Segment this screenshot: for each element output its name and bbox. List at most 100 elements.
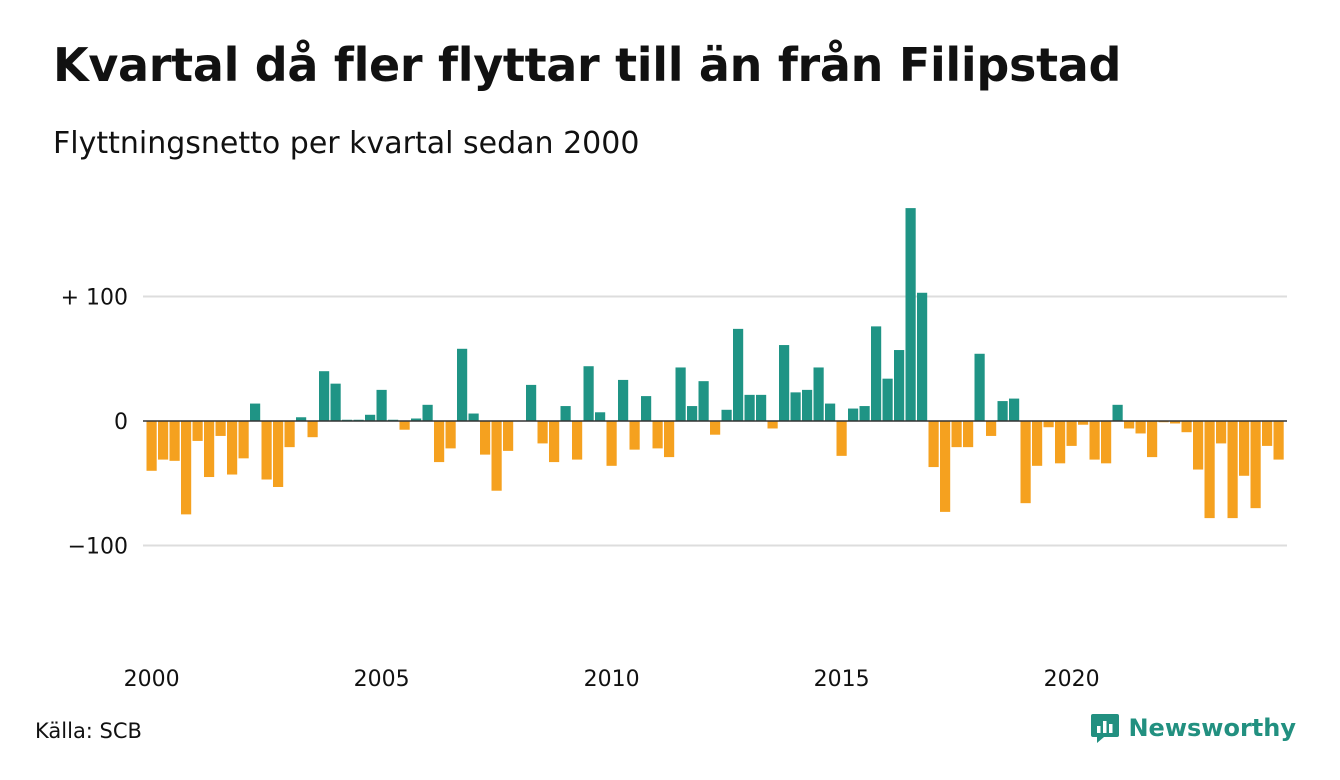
bar xyxy=(836,421,847,456)
bar xyxy=(1239,421,1250,476)
bar xyxy=(675,367,686,421)
bar xyxy=(215,421,226,436)
bar xyxy=(480,421,491,455)
bar xyxy=(1250,421,1261,509)
bar xyxy=(1216,421,1227,444)
x-tick-label: 2005 xyxy=(354,667,410,692)
bar xyxy=(917,292,928,421)
bar xyxy=(606,421,617,466)
bar xyxy=(1112,404,1123,421)
bar xyxy=(422,404,433,421)
bar xyxy=(1066,421,1077,446)
chart-title: Kvartal då fler flyttar till än från Fil… xyxy=(53,38,1122,92)
bar xyxy=(928,421,939,468)
source-note: Källa: SCB xyxy=(35,719,142,743)
y-tick-label: + 100 xyxy=(61,286,128,311)
bar xyxy=(1089,421,1100,460)
bar xyxy=(790,392,801,421)
bar xyxy=(146,421,157,471)
x-tick-label: 2010 xyxy=(584,667,640,692)
bar xyxy=(583,366,594,421)
bar xyxy=(1043,421,1054,428)
bar xyxy=(882,378,893,421)
brand-name: Newsworthy xyxy=(1128,714,1296,742)
bar xyxy=(330,383,341,421)
bar xyxy=(273,421,284,487)
bar xyxy=(169,421,180,461)
bar xyxy=(503,421,514,451)
bar xyxy=(951,421,962,448)
y-tick-label: 0 xyxy=(114,410,128,435)
bar xyxy=(1032,421,1043,466)
bar xyxy=(963,421,974,448)
bar xyxy=(468,413,479,421)
bar xyxy=(1204,421,1215,519)
bar xyxy=(1193,421,1204,470)
bar xyxy=(411,418,422,421)
bar xyxy=(779,345,790,421)
bar xyxy=(641,396,652,421)
x-tick-label: 2015 xyxy=(814,667,870,692)
bar xyxy=(721,409,732,421)
bar xyxy=(1055,421,1066,464)
bar xyxy=(307,421,318,438)
bar xyxy=(652,421,663,449)
bar xyxy=(940,421,951,512)
bar xyxy=(491,421,502,491)
bar xyxy=(1009,398,1020,421)
bar xyxy=(698,381,709,421)
chart-subtitle: Flyttningsnetto per kvartal sedan 2000 xyxy=(53,126,640,161)
bar xyxy=(905,208,916,421)
bar xyxy=(1181,421,1192,433)
bar xyxy=(319,371,330,421)
bar xyxy=(537,421,548,444)
bar xyxy=(1124,421,1135,429)
bar xyxy=(974,353,985,421)
bar xyxy=(687,406,698,421)
bar xyxy=(1078,421,1089,425)
bar xyxy=(813,367,824,421)
bar xyxy=(1227,421,1238,519)
bar xyxy=(767,421,778,429)
bar xyxy=(986,421,997,436)
bar xyxy=(710,421,721,435)
bar xyxy=(1262,421,1273,446)
bar xyxy=(1101,421,1112,464)
bar xyxy=(365,414,376,421)
bar xyxy=(158,421,169,460)
bar xyxy=(1273,421,1284,460)
bar xyxy=(227,421,238,475)
bar xyxy=(238,421,249,459)
bar xyxy=(629,421,640,450)
bar xyxy=(445,421,456,449)
bar xyxy=(549,421,560,463)
bar xyxy=(399,421,410,430)
bar xyxy=(802,389,813,421)
x-tick-label: 2020 xyxy=(1044,667,1100,692)
bar xyxy=(560,406,571,421)
bar xyxy=(457,348,468,421)
bar xyxy=(825,403,836,421)
bar xyxy=(204,421,215,478)
bar xyxy=(1147,421,1158,458)
x-tick-label: 2000 xyxy=(124,667,180,692)
bar xyxy=(871,326,882,421)
bar xyxy=(284,421,295,448)
bar xyxy=(526,384,537,421)
bar xyxy=(1135,421,1146,434)
bar xyxy=(434,421,445,463)
bar xyxy=(848,408,859,421)
bar xyxy=(572,421,583,460)
bar xyxy=(664,421,675,458)
bar xyxy=(733,328,744,421)
bar xyxy=(1020,421,1031,504)
y-tick-label: −100 xyxy=(68,535,128,560)
bar xyxy=(192,421,203,441)
bar xyxy=(376,389,387,421)
bar xyxy=(1170,421,1181,424)
bar xyxy=(250,403,261,421)
bar xyxy=(997,401,1008,421)
bar xyxy=(296,417,307,421)
bar xyxy=(595,412,606,421)
